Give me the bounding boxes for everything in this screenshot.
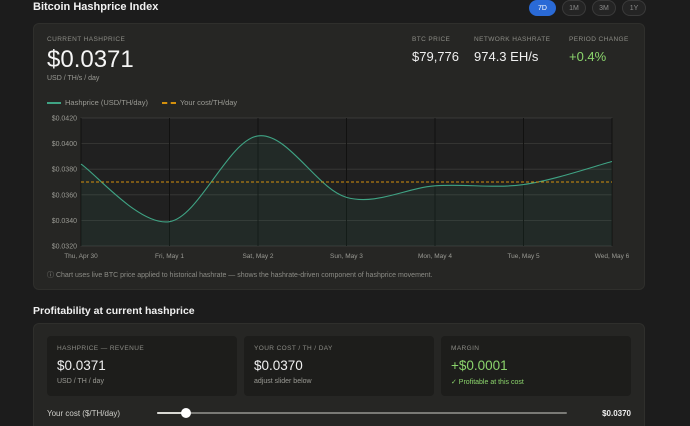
margin-tile: MARGIN +$0.0001 ✓ Profitable at this cos… [441, 336, 631, 396]
revenue-tile: HASHPRICE — REVENUE $0.0371 USD / TH / d… [47, 336, 237, 396]
range-1y-button[interactable]: 1Y [622, 0, 646, 16]
x-tick-label: Wed, May 6 [595, 253, 630, 260]
chart-legend: Hashprice (USD/TH/day) Your cost/TH/day [47, 98, 237, 107]
y-tick-label: $0.0400 [52, 141, 77, 148]
current-hashprice-value: $0.0371 [47, 46, 134, 73]
btc-price-value: $79,776 [412, 49, 459, 64]
legend-dash-swatch [161, 101, 176, 104]
page-title: Bitcoin Hashprice Index [33, 1, 159, 13]
cost-slider-fill [157, 412, 186, 414]
chart-note: ⓘ Chart uses live BTC price applied to h… [47, 272, 433, 279]
y-tick-label: $0.0320 [52, 244, 77, 251]
margin-value: +$0.0001 [451, 358, 508, 373]
current-hashprice-unit: USD / TH/s / day [47, 75, 100, 82]
cost-label: YOUR COST / TH / DAY [254, 345, 333, 352]
legend-line-swatch [47, 101, 61, 104]
cost-slider-thumb[interactable] [180, 408, 191, 418]
y-tick-label: $0.0380 [52, 167, 77, 174]
margin-status: ✓ Profitable at this cost [451, 379, 524, 386]
revenue-unit: USD / TH / day [57, 378, 104, 385]
cost-value: $0.0370 [254, 358, 303, 373]
hashprice-area [81, 135, 612, 246]
margin-label: MARGIN [451, 345, 480, 352]
hashprice-chart: $0.0420 $0.0400 $0.0380 $0.0360 $0.0340 $0.03… [52, 116, 630, 261]
range-selector: 7D 1M 3M 1Y [529, 0, 646, 16]
range-1m-button[interactable]: 1M [562, 0, 586, 16]
profitability-card: HASHPRICE — REVENUE $0.0371 USD / TH / d… [33, 323, 645, 426]
network-hashrate-label: NETWORK HASHRATE [474, 36, 551, 43]
legend-hashprice-label: Hashprice (USD/TH/day) [65, 98, 148, 107]
x-tick-label: Fri, May 1 [155, 253, 184, 260]
btc-price-label: BTC PRICE [412, 36, 451, 43]
cost-tile: YOUR COST / TH / DAY $0.0370 adjust slid… [244, 336, 434, 396]
legend-cost: Your cost/TH/day [161, 98, 238, 107]
y-tick-label: $0.0420 [52, 116, 77, 123]
y-tick-label: $0.0340 [52, 218, 77, 225]
legend-cost-label: Your cost/TH/day [179, 98, 238, 107]
legend-hashprice: Hashprice (USD/TH/day) [47, 98, 148, 107]
network-hashrate-value: 974.3 EH/s [474, 49, 539, 64]
period-change-label: PERIOD CHANGE [569, 36, 629, 43]
range-7d-button[interactable]: 7D [529, 0, 556, 16]
cost-slider[interactable] [157, 408, 567, 418]
period-change-value: +0.4% [569, 49, 607, 64]
profitability-title: Profitability at current hashprice [33, 305, 195, 317]
cost-slider-label: Your cost ($/TH/day) [47, 409, 121, 418]
y-tick-label: $0.0360 [52, 192, 77, 199]
x-tick-label: Sun, May 3 [330, 253, 363, 260]
x-tick-label: Mon, May 4 [418, 253, 452, 260]
hashprice-card: CURRENT HASHPRICE $0.0371 USD / TH/s / d… [33, 23, 645, 290]
hashprice-line [80, 135, 613, 223]
x-tick-label: Tue, May 5 [507, 253, 540, 260]
cost-hint: adjust slider below [254, 378, 312, 385]
revenue-label: HASHPRICE — REVENUE [57, 345, 145, 352]
x-tick-label: Sat, May 2 [242, 253, 273, 260]
cost-slider-value: $0.0370 [602, 409, 631, 418]
revenue-value: $0.0371 [57, 358, 106, 373]
range-3m-button[interactable]: 3M [592, 0, 616, 16]
x-tick-label: Thu, Apr 30 [64, 253, 98, 260]
current-hashprice-label: CURRENT HASHPRICE [47, 36, 126, 43]
